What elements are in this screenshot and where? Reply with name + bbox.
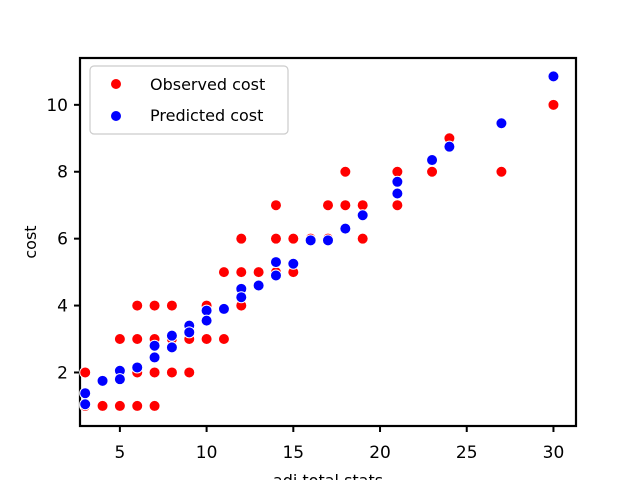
predicted-point (252, 279, 265, 292)
predicted-point (131, 361, 144, 374)
predicted-point (148, 351, 161, 364)
predicted-point (79, 387, 92, 400)
observed-point (426, 165, 439, 178)
legend-label-observed: Observed cost (150, 75, 265, 94)
observed-point (165, 299, 178, 312)
observed-point (131, 333, 144, 346)
observed-point (165, 366, 178, 379)
y-tick-label: 8 (57, 163, 68, 183)
x-tick-label: 10 (196, 443, 218, 463)
observed-point (269, 199, 282, 212)
predicted-point (391, 175, 404, 188)
legend: Observed cost Predicted cost (89, 65, 289, 135)
predicted-point (165, 329, 178, 342)
observed-point (391, 199, 404, 212)
predicted-point (217, 302, 230, 315)
legend-marker-observed (110, 78, 122, 90)
predicted-point (165, 341, 178, 354)
legend-marker-predicted (110, 110, 122, 122)
predicted-point (200, 314, 213, 327)
observed-point (547, 98, 560, 111)
predicted-point (79, 398, 92, 411)
predicted-point (113, 373, 126, 386)
predicted-point (322, 234, 334, 247)
data-points (79, 70, 560, 412)
y-axis: 2 4 6 8 10 (46, 96, 80, 383)
observed-point (113, 399, 126, 412)
predicted-point (269, 269, 282, 282)
x-tick-label: 30 (543, 443, 565, 463)
observed-point (339, 165, 352, 178)
predicted-point (426, 154, 439, 167)
observed-point (96, 399, 109, 412)
x-tick-label: 25 (456, 443, 478, 463)
observed-point (131, 399, 144, 412)
observed-point (113, 333, 126, 346)
legend-box (89, 65, 289, 135)
observed-point (217, 333, 230, 346)
observed-point (235, 232, 248, 245)
observed-point (200, 333, 213, 346)
observed-point (148, 299, 161, 312)
observed-point (287, 232, 300, 245)
observed-point (269, 232, 282, 245)
observed-point (495, 165, 508, 178)
x-tick-label: 20 (369, 443, 391, 463)
y-tick-label: 10 (46, 96, 68, 116)
plot-frame (78, 56, 578, 428)
x-tick-label: 15 (282, 443, 304, 463)
observed-point (356, 199, 369, 212)
predicted-point (148, 339, 161, 352)
observed-point (148, 366, 161, 379)
predicted-point (495, 117, 508, 130)
y-tick-label: 6 (57, 230, 68, 250)
observed-point (148, 399, 161, 412)
observed-point (131, 299, 144, 312)
predicted-point (443, 140, 456, 153)
predicted-point (356, 209, 369, 222)
x-axis-label: adj total stats (273, 471, 383, 480)
observed-point (252, 266, 265, 279)
observed-point (391, 165, 404, 178)
predicted-point (235, 291, 248, 304)
observed-point (356, 232, 369, 245)
predicted-point (339, 222, 352, 235)
predicted-point (547, 70, 560, 83)
observed-point (183, 366, 196, 379)
y-axis-label: cost (21, 225, 40, 258)
observed-point (339, 199, 352, 212)
predicted-point (200, 304, 213, 317)
y-tick-label: 4 (57, 297, 68, 317)
predicted-point (183, 326, 196, 339)
observed-point (235, 266, 248, 279)
predicted-point (269, 256, 282, 269)
y-tick-label: 2 (57, 363, 68, 383)
x-tick-label: 5 (114, 443, 125, 463)
observed-point (322, 199, 334, 212)
legend-label-predicted: Predicted cost (150, 106, 263, 125)
observed-point (217, 266, 230, 279)
predicted-point (391, 187, 404, 200)
predicted-point (304, 234, 317, 247)
predicted-point (287, 257, 300, 270)
x-axis: 5 10 15 20 25 30 (114, 426, 564, 463)
observed-point (79, 366, 92, 379)
predicted-point (96, 374, 109, 387)
